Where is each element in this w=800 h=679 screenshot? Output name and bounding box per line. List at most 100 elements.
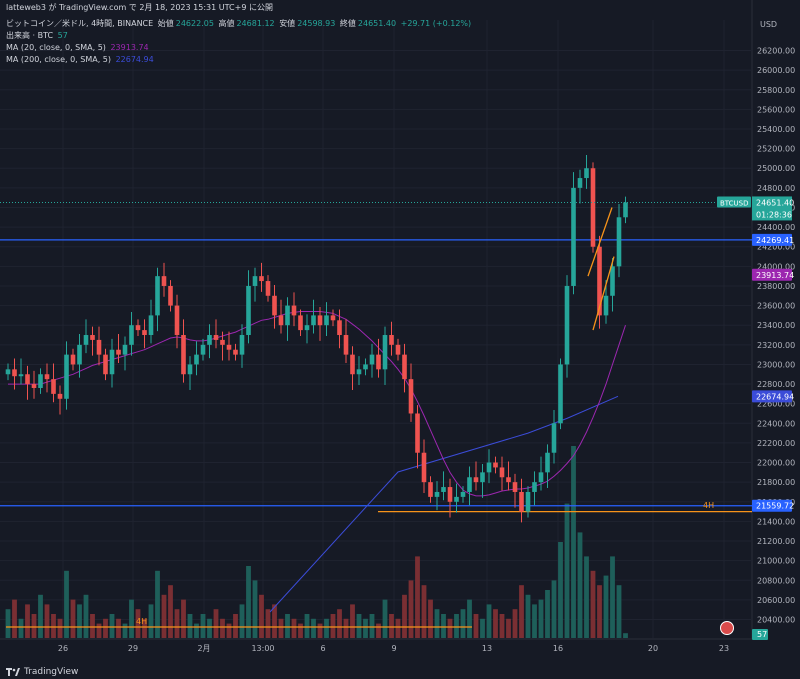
candle-body[interactable] <box>551 423 557 453</box>
candle-body[interactable] <box>96 339 102 355</box>
candle-body[interactable] <box>597 246 602 316</box>
candle-body[interactable] <box>116 349 121 355</box>
candle-body[interactable] <box>246 285 251 336</box>
candle-body[interactable] <box>564 285 570 365</box>
ma200-legend[interactable]: MA (200, close, 0, SMA, 5) 22674.94 <box>6 55 156 65</box>
candle-body[interactable] <box>480 472 485 483</box>
candle-body[interactable] <box>545 452 550 473</box>
candle-body[interactable] <box>363 364 368 370</box>
candle-body[interactable] <box>259 276 264 282</box>
candle-body[interactable] <box>337 320 342 336</box>
candle-body[interactable] <box>330 315 336 321</box>
candle-body[interactable] <box>187 364 193 375</box>
candle-body[interactable] <box>122 344 128 355</box>
flag-icon[interactable] <box>720 621 734 635</box>
channel-line-lower[interactable] <box>592 256 615 331</box>
candle-body[interactable] <box>447 487 453 502</box>
candle-body[interactable] <box>512 482 518 492</box>
candle-body[interactable] <box>538 472 544 483</box>
candle-body[interactable] <box>239 335 245 355</box>
candle-body[interactable] <box>616 217 622 267</box>
candle-body[interactable] <box>77 344 82 365</box>
candle-body[interactable] <box>12 369 17 377</box>
candle-body[interactable] <box>168 285 173 306</box>
candle-body[interactable] <box>382 335 388 370</box>
candle-body[interactable] <box>369 354 375 365</box>
candle-body[interactable] <box>200 344 206 355</box>
candle-body[interactable] <box>252 276 258 286</box>
candle-body[interactable] <box>506 477 511 483</box>
candle-body[interactable] <box>181 335 186 375</box>
candle-body[interactable] <box>350 354 355 375</box>
candle-body[interactable] <box>213 335 219 340</box>
candle-body[interactable] <box>473 477 479 483</box>
candle-body[interactable] <box>454 496 459 502</box>
candle-body[interactable] <box>408 379 414 414</box>
candle-body[interactable] <box>18 374 24 377</box>
candle-body[interactable] <box>467 477 472 492</box>
candle-body[interactable] <box>148 315 154 336</box>
candle-body[interactable] <box>129 325 134 345</box>
candle-body[interactable] <box>343 335 349 355</box>
candle-body[interactable] <box>161 276 167 286</box>
candle-body[interactable] <box>493 462 498 468</box>
candle-body[interactable] <box>51 379 56 394</box>
candle-body[interactable] <box>207 335 212 345</box>
candle-body[interactable] <box>174 305 180 336</box>
candle-body[interactable] <box>584 168 589 179</box>
candle-body[interactable] <box>220 339 225 345</box>
candle-body[interactable] <box>278 315 284 326</box>
candle-body[interactable] <box>434 491 440 497</box>
candle-body[interactable] <box>226 344 232 350</box>
candle-body[interactable] <box>304 325 310 331</box>
candle-body[interactable] <box>233 349 238 355</box>
candle-body[interactable] <box>558 364 563 424</box>
candle-body[interactable] <box>376 354 381 370</box>
candle-body[interactable] <box>194 354 199 365</box>
candle-body[interactable] <box>590 168 596 247</box>
candle-body[interactable] <box>25 374 30 385</box>
candle-body[interactable] <box>324 315 329 326</box>
candle-body[interactable] <box>577 178 583 188</box>
candle-body[interactable] <box>519 491 524 512</box>
candle-body[interactable] <box>155 276 160 316</box>
candle-body[interactable] <box>389 335 394 345</box>
volume-legend[interactable]: 出来高 · BTC 57 <box>6 31 70 41</box>
candle-body[interactable] <box>70 354 76 365</box>
candle-body[interactable] <box>532 482 537 492</box>
candle-body[interactable] <box>486 462 492 473</box>
candle-body[interactable] <box>460 491 466 497</box>
channel-line-upper[interactable] <box>587 207 613 277</box>
candle-body[interactable] <box>441 487 446 492</box>
candle-body[interactable] <box>610 266 615 296</box>
candle-body[interactable] <box>603 295 609 316</box>
candle-body[interactable] <box>311 315 316 326</box>
candle-body[interactable] <box>395 344 401 355</box>
candle-body[interactable] <box>421 452 427 483</box>
candle-body[interactable] <box>285 305 290 326</box>
candle-body[interactable] <box>265 281 271 296</box>
candle-body[interactable] <box>415 413 420 453</box>
candle-body[interactable] <box>57 393 63 399</box>
candle-body[interactable] <box>402 354 407 380</box>
candle-body[interactable] <box>428 482 433 497</box>
candle-body[interactable] <box>291 305 297 316</box>
candle-body[interactable] <box>272 295 277 316</box>
candle-body[interactable] <box>525 491 531 512</box>
candle-body[interactable] <box>5 369 11 375</box>
candle-body[interactable] <box>356 369 362 375</box>
tradingview-logo[interactable]: TradingView <box>6 667 78 677</box>
candle-body[interactable] <box>44 374 50 380</box>
candle-body[interactable] <box>142 330 147 336</box>
candle-body[interactable] <box>103 354 108 375</box>
candle-body[interactable] <box>135 325 141 331</box>
candle-body[interactable] <box>623 202 628 218</box>
candle-body[interactable] <box>64 354 69 399</box>
candle-body[interactable] <box>38 374 43 388</box>
ma200-line[interactable] <box>269 395 619 613</box>
candle-body[interactable] <box>90 335 95 340</box>
candle-body[interactable] <box>83 335 89 345</box>
candle-body[interactable] <box>571 187 576 286</box>
candle-body[interactable] <box>298 315 303 331</box>
